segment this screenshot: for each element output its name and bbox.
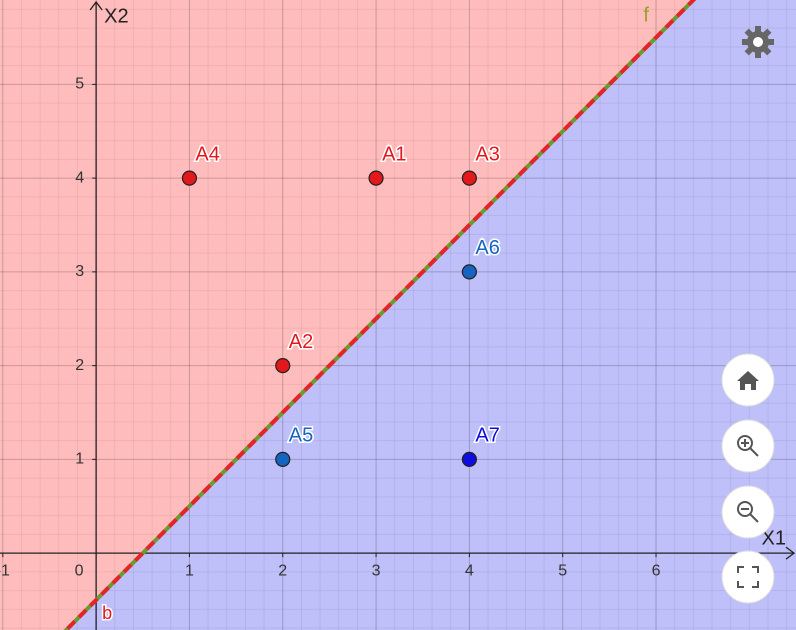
point-label: A1 (382, 143, 406, 165)
x-arrow (785, 546, 796, 560)
point (181, 170, 198, 186)
lens (737, 435, 753, 451)
x-tick-label: 2 (278, 562, 287, 579)
x-axis-label: X1 (762, 527, 786, 549)
zoom-out-button[interactable] (721, 485, 775, 539)
point-label: b (102, 603, 112, 623)
y-tick-label: 2 (75, 357, 84, 374)
line-label: f (643, 4, 649, 26)
y-arrow (89, 0, 103, 11)
point (461, 170, 477, 186)
x-tick-label: 5 (558, 562, 567, 579)
point-label: A4 (195, 143, 219, 165)
zoom-out-icon (741, 508, 759, 523)
zoom-in-button[interactable] (721, 419, 775, 473)
point (275, 451, 291, 467)
point (368, 170, 384, 186)
zoom-in-icon (741, 439, 759, 457)
button-bg[interactable] (721, 485, 775, 539)
y-axis-label: X2 (104, 5, 128, 27)
x-tick-label: 4 (465, 562, 474, 579)
fullscreen-icon (737, 566, 759, 588)
point (275, 358, 291, 374)
y-tick-label: 4 (75, 169, 84, 186)
button-bg[interactable] (721, 419, 775, 473)
y-tick-label: 5 (75, 76, 84, 93)
y-tick-label: 1 (75, 451, 84, 468)
point-label: A2 (289, 331, 313, 353)
point-label: A7 (475, 425, 499, 447)
button-bg[interactable] (721, 550, 775, 604)
home-button[interactable] (721, 353, 775, 407)
lens (737, 501, 753, 517)
point (461, 451, 477, 467)
point-label: A5 (289, 425, 313, 447)
x-tick-label: 6 (652, 562, 661, 579)
point-label: A3 (475, 143, 499, 165)
point (461, 264, 477, 280)
x-tick-label: -1 (0, 562, 10, 579)
x-tick-label: 0 (75, 562, 84, 579)
point-label: A6 (475, 237, 499, 259)
x-tick-label: 1 (185, 562, 194, 579)
home-icon (737, 371, 759, 390)
fullscreen-button[interactable] (721, 550, 775, 604)
gear-center (753, 37, 763, 47)
y-tick-label: 3 (75, 263, 84, 280)
x-tick-label: 3 (372, 562, 381, 579)
settings[interactable] (742, 26, 774, 58)
